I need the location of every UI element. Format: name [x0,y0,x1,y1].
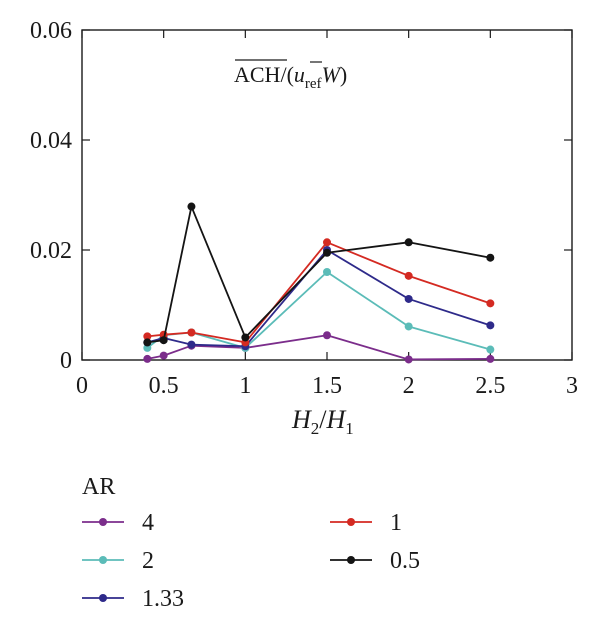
legend-item: 2 [82,548,154,574]
data-point [143,343,152,352]
data-point [323,248,331,257]
chart-annotation: ACH/(urefW) [234,62,347,92]
legend-item: 1.33 [82,586,184,612]
series-2 [143,268,495,354]
x-title-slash: / [319,405,327,434]
x-axis-title: H2/H1 [291,405,354,438]
data-point [323,268,331,276]
legend-marker [347,518,355,526]
series-line [147,334,491,361]
data-point [187,328,196,337]
legend-marker [347,556,355,564]
data-point [159,351,168,360]
y-tick-label: 0 [60,348,72,374]
annotation-sub: ref [305,76,322,92]
legend-label: 1 [390,510,402,536]
legend: 4 2 1.33 1 0.5 [82,510,420,612]
annotation-w: W [322,62,342,87]
legend-label: 4 [142,510,154,536]
data-point [241,333,250,342]
legend-marker [99,518,107,526]
y-tick-label: 0.02 [30,238,72,264]
x-tick-label: 2.5 [475,373,505,399]
data-point [323,331,331,340]
x-title-sub2: 2 [311,419,320,438]
data-point [486,299,495,308]
data-point [323,238,331,247]
data-point [187,202,196,211]
legend-label: 1.33 [142,586,184,612]
legend-label: 0.5 [390,548,420,574]
data-point [143,338,152,347]
series-layer [143,202,495,364]
series-line [147,241,491,344]
x-tick-labels: 0 0.5 1 1.5 2 2.5 3 [76,373,578,399]
x-tick-label: 0.5 [149,373,179,399]
x-title-h2: H [291,405,312,434]
series-1 [143,238,495,347]
legend-item: 4 [82,510,154,536]
annotation-mid: /( [280,62,293,87]
data-point [143,332,152,341]
annotation-main: ACH [234,62,281,87]
annotation-close: ) [340,62,347,87]
series-line [147,205,491,344]
data-point [143,354,152,363]
legend-marker [99,556,107,564]
legend-item: 1 [330,510,402,536]
legend-title: AR [82,474,115,500]
legend-item: 0.5 [330,548,420,574]
data-point [404,322,413,331]
x-tick-label: 1.5 [312,373,342,399]
y-tick-label: 0.06 [30,18,72,44]
y-tick-labels: 0 0.02 0.04 0.06 [30,18,72,374]
data-point [159,336,168,345]
x-tick-label: 3 [566,373,578,399]
x-tick-label: 2 [403,373,415,399]
data-point [486,345,495,354]
y-tick-label: 0.04 [30,128,72,154]
x-tick-label: 1 [239,373,251,399]
data-point [486,321,495,330]
data-point [486,253,495,262]
x-title-sub1: 1 [345,419,354,438]
data-point [404,355,413,364]
series-0-5 [143,202,495,347]
x-title-h1: H [326,405,347,434]
x-tick-label: 0 [76,373,88,399]
axis-ticks [81,29,573,361]
annotation-u: u [294,62,305,87]
data-point [187,340,196,349]
legend-label: 2 [142,548,154,574]
data-point [404,271,413,280]
legend-marker [99,594,107,602]
data-point [486,354,495,363]
series-line [147,249,491,348]
series-line [146,271,491,351]
data-point [404,238,413,247]
data-point [404,294,413,303]
